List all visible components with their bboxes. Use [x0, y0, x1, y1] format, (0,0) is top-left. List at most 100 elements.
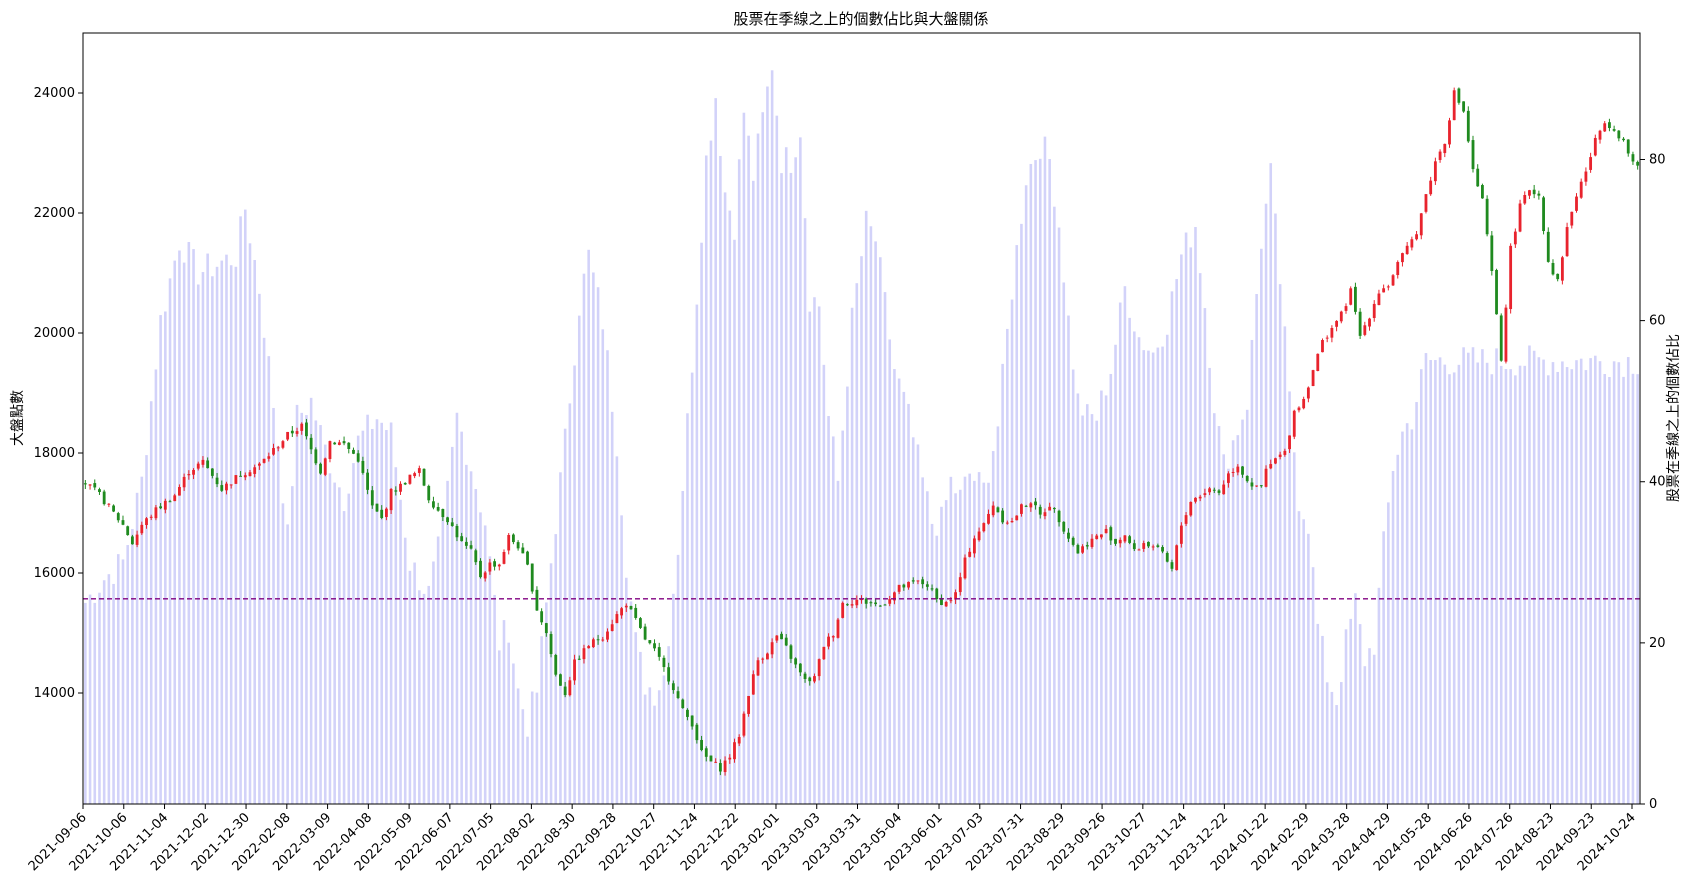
candle-body	[1368, 318, 1371, 327]
breadth-bar	[281, 503, 285, 804]
candle-body	[1029, 503, 1033, 508]
breadth-bar	[987, 482, 990, 804]
candle-body	[201, 459, 205, 465]
candle-body	[121, 520, 125, 525]
candle-body	[977, 531, 981, 541]
candle-body	[1161, 547, 1164, 552]
breadth-bar	[545, 602, 548, 804]
breadth-bar	[1377, 587, 1381, 804]
candle-body	[1005, 522, 1009, 524]
candle-body	[1556, 273, 1560, 280]
breadth-bar	[1283, 326, 1287, 804]
breadth-bar	[968, 473, 971, 804]
candle-body	[798, 663, 802, 673]
breadth-bar	[634, 632, 638, 804]
breadth-bar	[625, 577, 628, 804]
breadth-bar	[1608, 377, 1611, 804]
breadth-bar	[1213, 413, 1216, 804]
breadth-bar	[822, 364, 826, 804]
breadth-bar	[676, 554, 680, 804]
breadth-bar	[991, 451, 995, 804]
breadth-bar	[606, 350, 609, 804]
breadth-bar	[182, 262, 186, 804]
breadth-bar	[342, 511, 346, 804]
breadth-bar	[1302, 519, 1305, 804]
breadth-bar	[1467, 352, 1470, 804]
breadth-bar	[902, 391, 906, 804]
candle-body	[963, 557, 967, 579]
breadth-bar	[1438, 357, 1442, 804]
candle-body	[530, 563, 534, 592]
breadth-bar	[639, 651, 642, 804]
breadth-bar	[521, 709, 525, 804]
candle-body	[239, 475, 242, 477]
candle-body	[987, 513, 990, 524]
candle-body	[1071, 537, 1075, 545]
breadth-bar	[187, 242, 191, 805]
breadth-bar	[723, 192, 727, 804]
candle-body	[1542, 197, 1545, 232]
candle-body	[1179, 525, 1183, 544]
breadth-bar	[512, 663, 515, 804]
candle-body	[1612, 129, 1616, 131]
candle-body	[667, 667, 671, 682]
candle-body	[1198, 496, 1202, 499]
candle-body	[1513, 231, 1517, 245]
candle-body	[229, 484, 233, 486]
candle-body	[267, 456, 271, 459]
candle-body	[690, 715, 694, 727]
breadth-bar	[728, 210, 732, 804]
candle-body	[149, 516, 153, 518]
candle-body	[845, 604, 849, 606]
breadth-bar	[469, 471, 473, 804]
breadth-bar	[742, 112, 746, 804]
candle-body	[1095, 535, 1099, 540]
candle-body	[352, 449, 355, 454]
breadth-bar	[846, 386, 849, 804]
breadth-bar	[380, 422, 383, 804]
breadth-bar	[535, 692, 539, 804]
breadth-bar	[319, 425, 322, 804]
candle-body	[718, 763, 722, 772]
breadth-bar	[1241, 419, 1244, 804]
breadth-bar	[168, 278, 172, 804]
breadth-bar	[657, 690, 661, 804]
breadth-bar	[954, 493, 957, 804]
breadth-bar	[164, 311, 167, 804]
breadth-bar	[1278, 284, 1282, 805]
breadth-bar	[370, 428, 374, 804]
candle-body	[521, 547, 525, 554]
candle-body	[559, 674, 562, 686]
candle-body	[1419, 213, 1423, 236]
breadth-bar	[667, 646, 670, 804]
candle-body	[507, 534, 511, 551]
breadth-bar	[112, 583, 115, 804]
breadth-bar	[253, 260, 256, 805]
breadth-bar	[502, 620, 506, 804]
breadth-bar	[211, 276, 214, 804]
candle-body	[709, 755, 713, 762]
candle-body	[596, 639, 600, 641]
breadth-bar	[620, 515, 623, 804]
breadth-bar	[930, 523, 934, 804]
candle-body	[1038, 506, 1042, 515]
breadth-bar	[982, 482, 986, 804]
breadth-bar	[1401, 431, 1404, 804]
x-axis: 2021-09-062021-10-062021-11-042021-12-02…	[26, 804, 1639, 874]
candle-body	[347, 442, 351, 449]
breadth-bar	[1626, 357, 1630, 804]
candle-body	[1617, 130, 1621, 139]
breadth-bar	[1081, 415, 1084, 804]
breadth-bar	[1481, 349, 1484, 804]
candle-body	[568, 680, 572, 696]
breadth-bar	[159, 315, 162, 804]
candle-body	[949, 600, 953, 602]
candle-body	[257, 463, 261, 466]
candle-body	[342, 441, 346, 444]
y-left-tick-label: 22000	[34, 206, 75, 221]
candle-body	[1241, 466, 1244, 475]
breadth-bar	[592, 272, 595, 804]
breadth-bar	[1236, 435, 1240, 804]
candle-body	[1137, 549, 1141, 551]
candle-body	[925, 584, 929, 587]
